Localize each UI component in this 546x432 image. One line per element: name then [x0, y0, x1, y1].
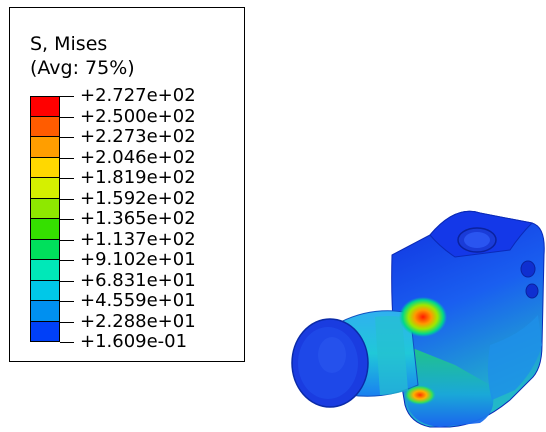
legend-title: S, Mises: [30, 33, 108, 55]
stress-contour-model[interactable]: [280, 195, 546, 432]
colorbar-tick-label: +2.727e+02: [80, 85, 196, 106]
colorbar-tick: [60, 239, 74, 241]
colorbar-band: [30, 116, 60, 137]
colorbar-tick-label: +9.102e+01: [80, 249, 196, 270]
colorbar-band: [30, 198, 60, 219]
colorbar-band: [30, 321, 60, 342]
colorbar-tick: [60, 137, 74, 138]
side-hole: [525, 283, 539, 299]
colorbar-tick: [60, 301, 74, 302]
colorbar-tick: [60, 96, 74, 97]
colorbar-tick-label: +2.288e+01: [80, 310, 196, 332]
colorbar-tick-label: +1.609e-01: [80, 331, 188, 352]
colorbar-tick: [60, 260, 74, 261]
lower-stress-region: [405, 345, 494, 427]
colorbar-tick: [60, 219, 74, 220]
colorbar-band: [30, 157, 60, 178]
stress-hotspot: [399, 297, 447, 337]
colorbar-band: [30, 239, 60, 260]
colorbar-tick: [60, 116, 74, 118]
colorbar-band: [30, 137, 60, 158]
colorbar-tick-label: +4.559e+01: [80, 290, 196, 311]
colorbar-band: [30, 178, 60, 199]
colorbar-tick-label: +1.592e+02: [80, 187, 196, 209]
side-hole: [520, 260, 536, 278]
legend-subtitle: (Avg: 75%): [30, 57, 135, 79]
stress-legend: S, Mises (Avg: 75%) +2.727e+02 +2.500e+02…: [9, 7, 245, 362]
colorbar-tick: [60, 178, 74, 179]
colorbar-tick: [60, 157, 74, 159]
stress-hotspot: [404, 385, 436, 405]
colorbar: [30, 96, 60, 342]
colorbar-tick: [60, 198, 74, 200]
colorbar-band: [30, 280, 60, 301]
colorbar-tick-label: +2.500e+02: [80, 105, 196, 127]
colorbar-tick-label: +6.831e+01: [80, 269, 196, 291]
colorbar-band: [30, 260, 60, 281]
colorbar-band: [30, 219, 60, 240]
colorbar-tick: [60, 280, 74, 282]
colorbar-tick-label: +2.046e+02: [80, 146, 196, 168]
colorbar-tick-label: +1.137e+02: [80, 228, 196, 250]
colorbar-tick: [60, 342, 74, 343]
colorbar-tick-label: +1.365e+02: [80, 208, 196, 229]
colorbar-band: [30, 96, 60, 117]
colorbar-tick-label: +1.819e+02: [80, 167, 196, 188]
colorbar-tick: [60, 321, 74, 323]
colorbar-band: [30, 301, 60, 322]
colorbar-tick-label: +2.273e+02: [80, 126, 196, 147]
